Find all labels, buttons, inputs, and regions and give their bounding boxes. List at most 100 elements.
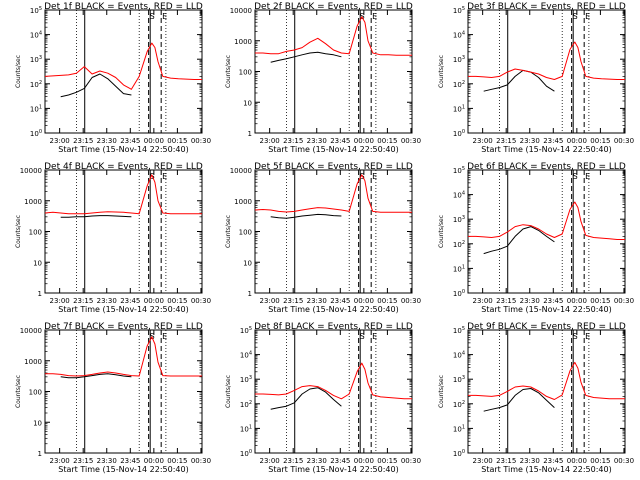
y-tick-label: 104: [240, 351, 252, 360]
panel-title: Det 9f BLACK = Events, RED = LLD: [467, 322, 626, 332]
x-tick-label: 23:00: [50, 457, 70, 465]
y-tick-exponent: 0: [249, 449, 252, 455]
lld-series-line: [468, 41, 625, 80]
y-tick-label: 101: [453, 104, 465, 113]
x-tick-label: 23:30: [307, 137, 327, 145]
y-tick-label: 103: [453, 55, 465, 64]
y-tick-exponent: 5: [462, 6, 465, 12]
start-marker-label: S: [573, 12, 578, 21]
events-series-line: [270, 213, 342, 219]
y-tick-exponent: 0: [462, 289, 465, 295]
y-tick-exponent: 4: [249, 351, 252, 357]
lld-series-line: [44, 42, 202, 90]
x-tick-label: 00:15: [377, 457, 397, 465]
x-tick-label: 23:30: [97, 457, 117, 465]
y-tick-label: 1000: [24, 198, 42, 206]
y-tick-label: 102: [453, 400, 465, 409]
panel-title: Det 6f BLACK = Events, RED = LLD: [467, 162, 626, 172]
x-tick-label: 23:00: [260, 137, 280, 145]
x-tick-label: 23:30: [520, 457, 540, 465]
y-tick-exponent: 4: [39, 31, 42, 37]
y-tick-label: 10: [33, 419, 42, 427]
x-tick-label: 23:45: [543, 137, 563, 145]
y-tick-label: 100: [453, 289, 465, 298]
y-tick-label: 1000: [234, 38, 252, 46]
y-tick-exponent: 4: [462, 351, 465, 357]
start-marker-label: S: [150, 12, 155, 21]
y-tick-label: 102: [30, 80, 42, 89]
x-tick-label: 23:15: [73, 297, 93, 305]
y-axis-label: Counts/sec: [438, 55, 445, 88]
x-tick-label: 23:45: [330, 297, 350, 305]
y-tick-exponent: 3: [462, 215, 465, 221]
y-tick-label: 10000: [20, 327, 42, 335]
x-axis-label: Start Time (15-Nov-14 22:50:40): [58, 305, 188, 314]
lld-series-line: [468, 201, 625, 240]
x-tick-label: 23:00: [473, 137, 493, 145]
x-tick-label: 23:45: [543, 297, 563, 305]
y-tick-label: 103: [453, 375, 465, 384]
x-axis-label: Start Time (15-Nov-14 22:50:40): [481, 145, 611, 154]
y-tick-label: 100: [29, 389, 42, 397]
x-tick-label: 23:15: [283, 297, 303, 305]
y-tick-exponent: 5: [39, 6, 42, 12]
lld-series-line: [44, 174, 202, 215]
y-tick-label: 101: [453, 264, 465, 273]
plot-frame: [467, 329, 626, 454]
panel-det-4f: Det 4f BLACK = Events, RED = LLD 1 10 100 10…: [15, 162, 211, 314]
y-tick-label: 105: [453, 6, 465, 15]
events-series-line: [483, 388, 555, 412]
y-tick-label: 101: [30, 104, 42, 113]
x-tick-label: 23:30: [307, 297, 327, 305]
y-tick-exponent: 5: [249, 326, 252, 332]
y-tick-label: 105: [30, 6, 42, 15]
y-tick-exponent: 4: [462, 191, 465, 197]
x-tick-label: 00:30: [191, 457, 211, 465]
panel-det-2f: Det 2f BLACK = Events, RED = LLD 1 10 100 10…: [225, 2, 421, 154]
x-tick-label: 23:30: [97, 137, 117, 145]
lld-series-line: [45, 336, 202, 377]
panel-det-8f: Det 8f BLACK = Events, RED = LLD10010110…: [225, 322, 421, 474]
x-tick-label: 23:30: [97, 297, 117, 305]
y-tick-label: 102: [453, 240, 465, 249]
x-tick-label: 00:15: [167, 137, 187, 145]
x-tick-label: 23:15: [496, 457, 516, 465]
x-tick-label: 23:15: [73, 457, 93, 465]
plot-frame: [467, 9, 626, 134]
x-tick-label: 23:00: [260, 457, 280, 465]
x-tick-label: 00:30: [401, 457, 421, 465]
x-tick-label: 23:00: [50, 137, 70, 145]
panel-title: Det 5f BLACK = Events, RED = LLD: [254, 162, 413, 172]
events-series-line: [270, 51, 342, 63]
x-tick-label: 23:00: [260, 297, 280, 305]
y-tick-exponent: 1: [249, 424, 252, 430]
y-tick-label: 103: [453, 215, 465, 224]
x-axis-label: Start Time (15-Nov-14 22:50:40): [481, 465, 611, 474]
x-tick-label: 00:30: [614, 297, 634, 305]
y-axis-label: Counts/sec: [225, 215, 232, 248]
y-axis-label: Counts/sec: [225, 375, 232, 408]
x-tick-label: 23:15: [496, 137, 516, 145]
x-tick-label: 00:30: [401, 297, 421, 305]
y-tick-label: 100: [239, 69, 252, 77]
y-tick-exponent: 0: [462, 129, 465, 135]
y-tick-exponent: 0: [462, 449, 465, 455]
y-tick-label: 1000: [24, 358, 42, 366]
x-tick-label: 23:30: [520, 297, 540, 305]
y-tick-exponent: 0: [39, 129, 42, 135]
end-marker-label: E: [372, 172, 377, 181]
y-tick-label: 104: [30, 31, 42, 40]
x-tick-label: 23:30: [307, 457, 327, 465]
x-tick-label: 00:00: [144, 137, 164, 145]
y-tick-label: 100: [453, 129, 465, 138]
events-series-line: [60, 373, 132, 379]
x-tick-label: 23:45: [330, 457, 350, 465]
lld-series-line: [468, 361, 625, 400]
x-tick-label: 23:15: [283, 457, 303, 465]
panel-title: Det 4f BLACK = Events, RED = LLD: [44, 162, 203, 172]
panel-title: Det 2f BLACK = Events, RED = LLD: [254, 2, 413, 12]
end-marker-label: E: [372, 12, 377, 21]
x-tick-label: 00:00: [354, 457, 374, 465]
x-axis-label: Start Time (15-Nov-14 22:50:40): [58, 465, 188, 474]
y-tick-exponent: 2: [462, 80, 465, 86]
